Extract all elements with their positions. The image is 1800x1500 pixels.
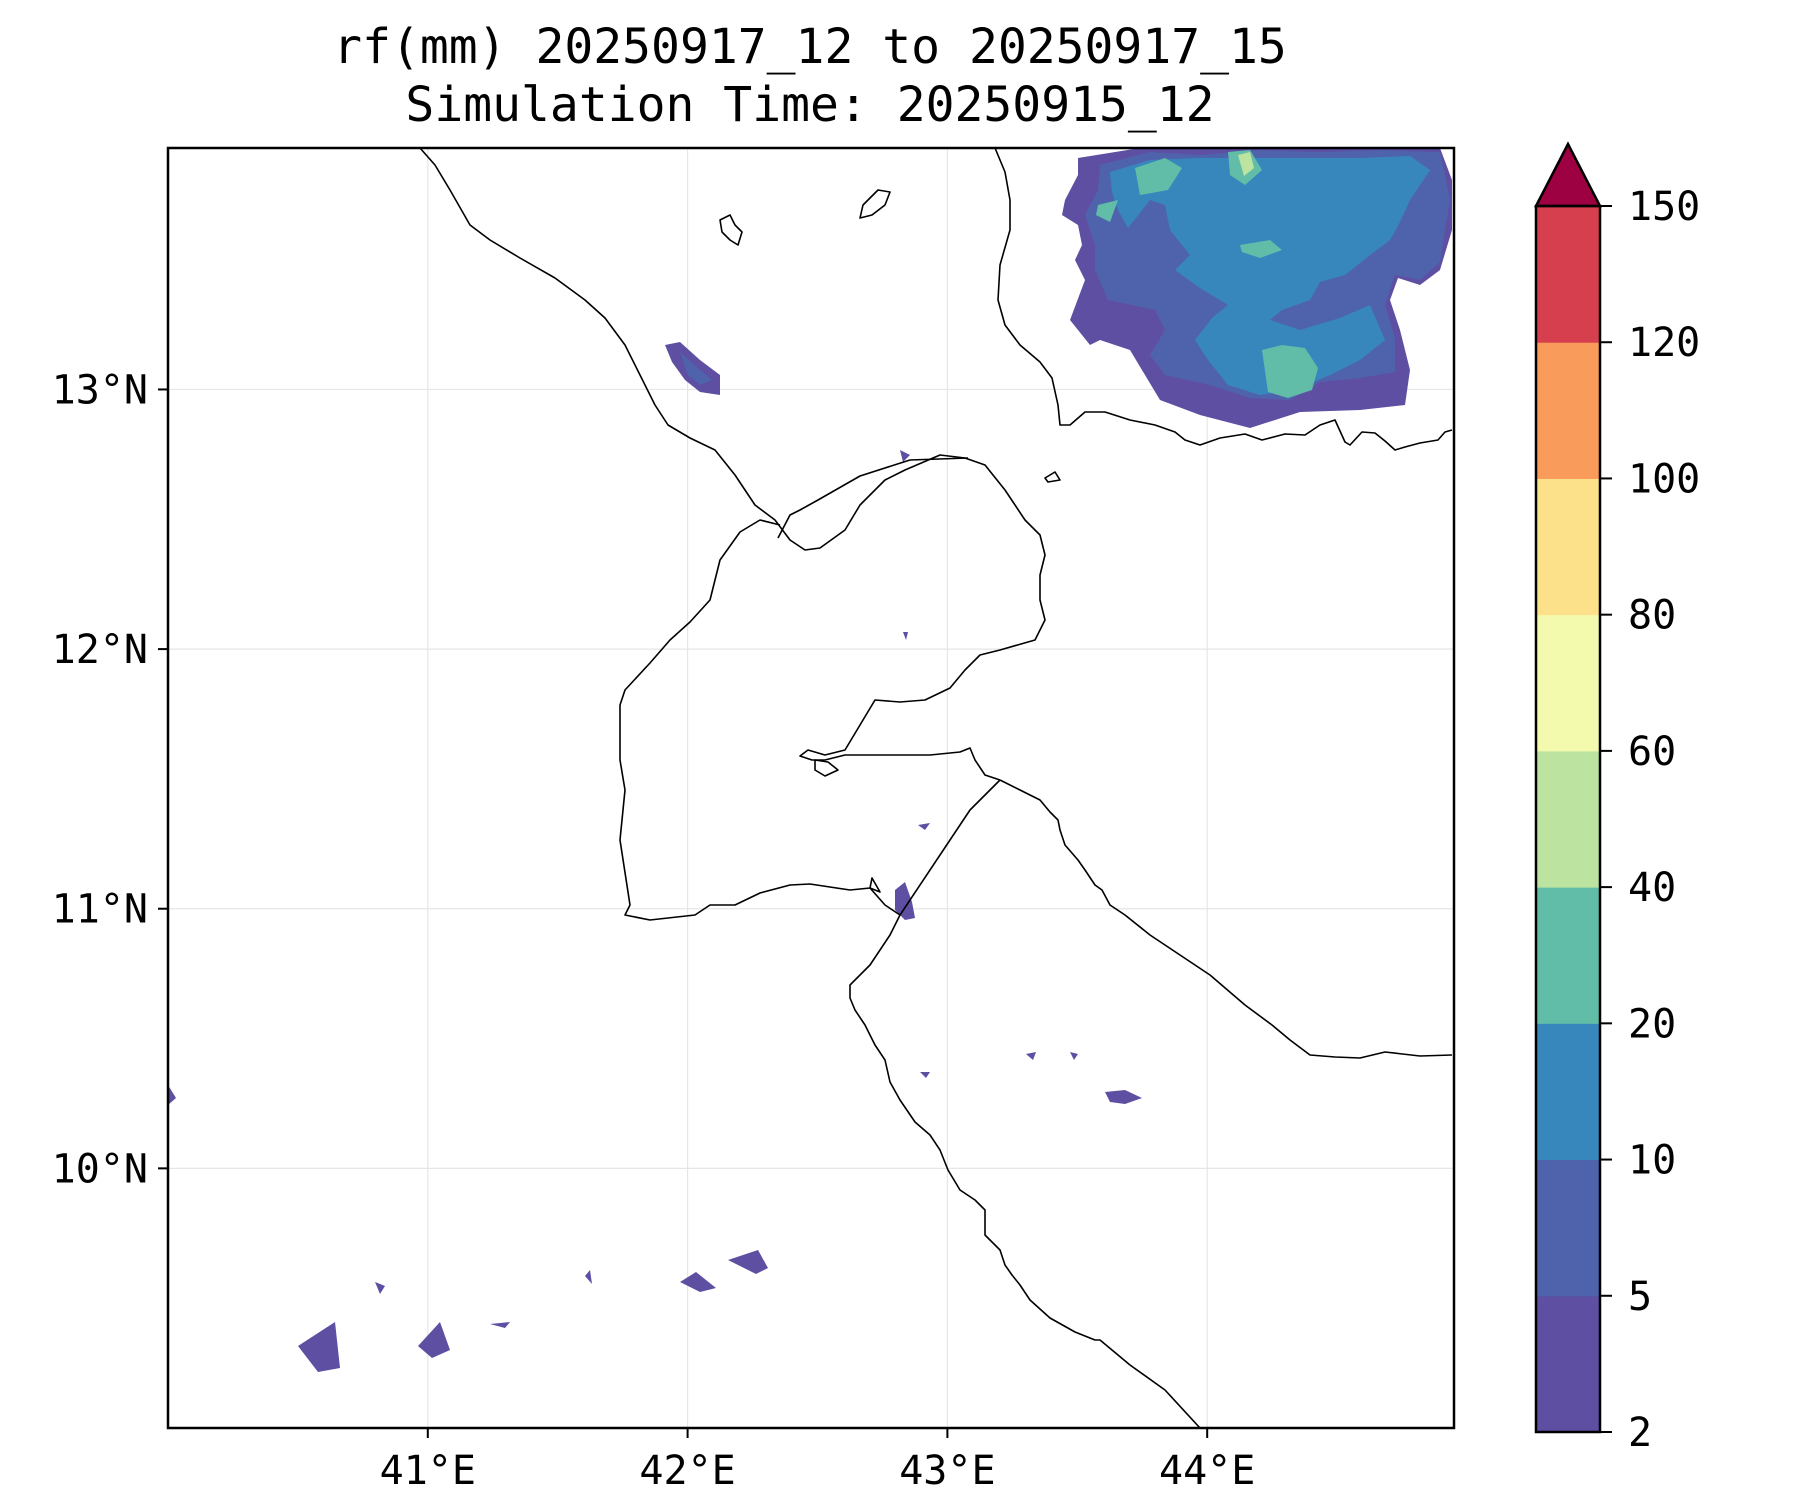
- rain-patch-sw-2: [418, 1322, 450, 1358]
- colorbar-segment: [1536, 614, 1600, 752]
- colorbar-segment: [1536, 1159, 1600, 1297]
- rain-patch-20-40-4: [1240, 240, 1282, 258]
- rain-patch-20-40-1: [1135, 158, 1182, 195]
- y-tick-label: 10°N: [52, 1146, 148, 1192]
- border-djibouti-somaliland: [899, 779, 1001, 916]
- x-tick-label: 43°E: [899, 1448, 995, 1494]
- colorbar-extend-arrow: [1533, 141, 1603, 208]
- rain-patch-5-10-eritrea: [680, 352, 712, 385]
- title-line-2: Simulation Time: 20250915_12: [405, 77, 1215, 133]
- rain-patch-tiny-5: [920, 1072, 930, 1078]
- rain-patch-sw-3: [680, 1272, 716, 1292]
- colorbar-tick-label: 40: [1628, 865, 1676, 911]
- rain-patch-tiny-3: [1026, 1052, 1036, 1060]
- rain-patch-10-20-ne: [1110, 156, 1430, 395]
- y-tick-label: 11°N: [52, 887, 148, 933]
- colorbar-tick-label: 120: [1628, 320, 1700, 366]
- colorbar-tick-label: 2: [1628, 1410, 1652, 1456]
- colorbar-segment: [1536, 206, 1600, 343]
- chart-title: rf(mm) 20250917_12 to 20250917_15 Simulat…: [160, 18, 1460, 134]
- rain-patch-tiny-6: [168, 1085, 176, 1105]
- x-tick-label: 41°E: [380, 1448, 476, 1494]
- coastlines-and-borders: [419, 148, 1453, 1428]
- colorbar-segment: [1536, 1023, 1600, 1161]
- colorbar-segment: [1536, 1295, 1600, 1433]
- colorbar-frame: [1534, 204, 1602, 1434]
- rain-patch-sw-6: [375, 1282, 385, 1294]
- border-somaliland-ethiopia: [849, 914, 1201, 1428]
- rain-patch-tiny-2: [918, 823, 930, 830]
- colorbar-tick-label: 150: [1628, 184, 1700, 230]
- colorbar-segment: [1536, 342, 1600, 479]
- rain-patch-20-40-5: [1262, 345, 1318, 398]
- coastline-eritrea: [419, 148, 1046, 781]
- rain-patch-djibouti-small: [895, 882, 915, 920]
- colorbar-tick-label: 5: [1628, 1274, 1652, 1320]
- x-tick-label: 44°E: [1159, 1448, 1255, 1494]
- rain-patch-tiny-4: [1070, 1052, 1078, 1060]
- colorbar-tick-label: 20: [1628, 1001, 1676, 1047]
- map-frame: [166, 146, 1456, 1430]
- title-line-1: rf(mm) 20250917_12 to 20250917_15: [333, 19, 1287, 75]
- island-yemen-2: [1044, 471, 1061, 483]
- rain-patch-20-40-2: [1096, 200, 1118, 222]
- rain-patch-tiny-1: [900, 450, 910, 462]
- coastline-yemen: [994, 148, 1453, 451]
- border-djibouti-ethiopia: [619, 519, 901, 921]
- colorbar-segment: [1536, 887, 1600, 1024]
- axis-ticks: 41°E 42°E 43°E 44°E 13°N 12°N 11°N 10°N: [52, 367, 1256, 1494]
- colorbar-tick-label: 10: [1628, 1138, 1676, 1184]
- x-tick-label: 42°E: [639, 1448, 735, 1494]
- rain-patch-sw-7: [585, 1270, 592, 1284]
- colorbar: 2 5 10 20 40 60 80 100 120 150: [1533, 141, 1700, 1456]
- colorbar-tick-label: 100: [1628, 456, 1700, 502]
- colorbar-segment: [1536, 750, 1600, 888]
- rain-patch-sw-5: [490, 1322, 510, 1328]
- y-tick-label: 13°N: [52, 367, 148, 413]
- coastline-djibouti-somaliland: [999, 779, 1453, 1059]
- rain-patch-40-60: [1238, 152, 1254, 176]
- island-eritrea: [719, 214, 743, 246]
- y-tick-label: 12°N: [52, 627, 148, 673]
- rain-patch-tiny-7: [903, 632, 908, 640]
- border-eritrea-djibouti: [777, 457, 969, 539]
- colorbar-segment: [1536, 478, 1600, 616]
- gridlines: [168, 148, 1454, 1428]
- rainfall-field: [168, 148, 1452, 1372]
- rain-patch-sw-1: [298, 1322, 340, 1372]
- island-yemen-1: [859, 189, 891, 219]
- island-djibouti: [814, 759, 839, 777]
- colorbar-tick-label: 60: [1628, 729, 1676, 775]
- rain-patch-sw-4: [728, 1250, 768, 1274]
- rain-patch-somaliland: [1105, 1090, 1142, 1104]
- colorbar-tick-label: 80: [1628, 593, 1676, 639]
